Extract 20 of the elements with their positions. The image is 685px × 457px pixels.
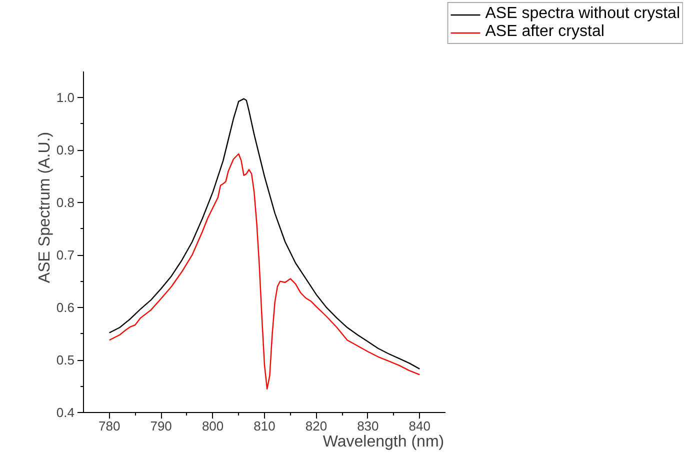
y-tick-label: 0.8 xyxy=(56,195,75,210)
y-tick-label: 0.4 xyxy=(56,405,75,420)
y-tick-label: 1.0 xyxy=(56,90,75,106)
y-tick-label: 0.7 xyxy=(56,248,75,263)
x-tick-label: 800 xyxy=(202,418,224,434)
x-tick-label: 790 xyxy=(150,418,172,434)
x-axis-title: Wavelength (nm) xyxy=(322,434,444,450)
y-tick-label: 0.9 xyxy=(56,142,75,158)
x-tick-label: 830 xyxy=(357,418,379,434)
x-tick-label: 820 xyxy=(305,418,328,434)
x-tick-label: 780 xyxy=(98,418,120,434)
legend-label: ASE spectra without crystal xyxy=(485,5,680,23)
legend-label: ASE after crystal xyxy=(485,23,604,41)
y-tick-label: 0.6 xyxy=(56,300,75,316)
x-tick-label: 840 xyxy=(408,418,430,434)
y-axis-title: ASE Spectrum (A.U.) xyxy=(36,132,54,284)
line-series xyxy=(108,153,420,390)
y-tick-label: 0.5 xyxy=(56,352,75,368)
line-series xyxy=(108,98,420,370)
x-tick-label: 810 xyxy=(254,418,276,434)
